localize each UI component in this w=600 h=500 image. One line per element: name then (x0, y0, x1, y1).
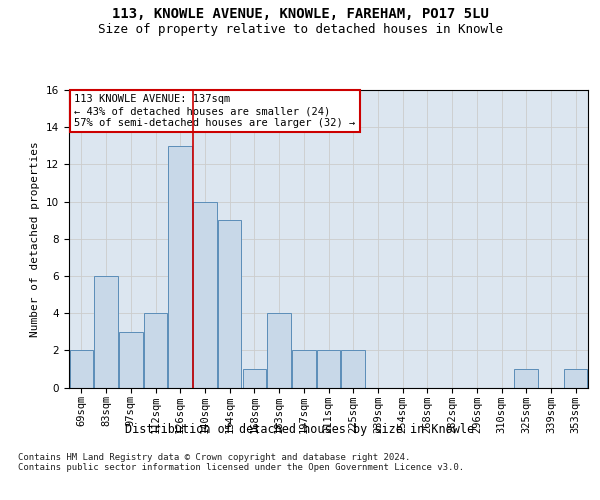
Text: Size of property relative to detached houses in Knowle: Size of property relative to detached ho… (97, 22, 503, 36)
Bar (341, 350, 365, 388)
Text: 113, KNOWLE AVENUE, KNOWLE, FAREHAM, PO17 5LU: 113, KNOWLE AVENUE, KNOWLE, FAREHAM, PO1… (112, 8, 488, 22)
Bar (94, 276, 118, 388)
Text: 113 KNOWLE AVENUE: 137sqm
← 43% of detached houses are smaller (24)
57% of semi-: 113 KNOWLE AVENUE: 137sqm ← 43% of detac… (74, 94, 355, 128)
Bar (70, 350, 93, 388)
Bar (317, 350, 340, 388)
Y-axis label: Number of detached properties: Number of detached properties (31, 141, 40, 336)
Text: Distribution of detached houses by size in Knowle: Distribution of detached houses by size … (125, 422, 475, 436)
Bar (218, 220, 241, 388)
Bar (268, 313, 291, 388)
Text: Contains HM Land Registry data © Crown copyright and database right 2024.
Contai: Contains HM Land Registry data © Crown c… (18, 452, 464, 472)
Bar (564, 369, 587, 388)
Bar (193, 202, 217, 388)
Bar (242, 369, 266, 388)
Bar (119, 332, 143, 388)
Bar (144, 313, 167, 388)
Bar (514, 369, 538, 388)
Bar (169, 146, 192, 388)
Bar (292, 350, 316, 388)
